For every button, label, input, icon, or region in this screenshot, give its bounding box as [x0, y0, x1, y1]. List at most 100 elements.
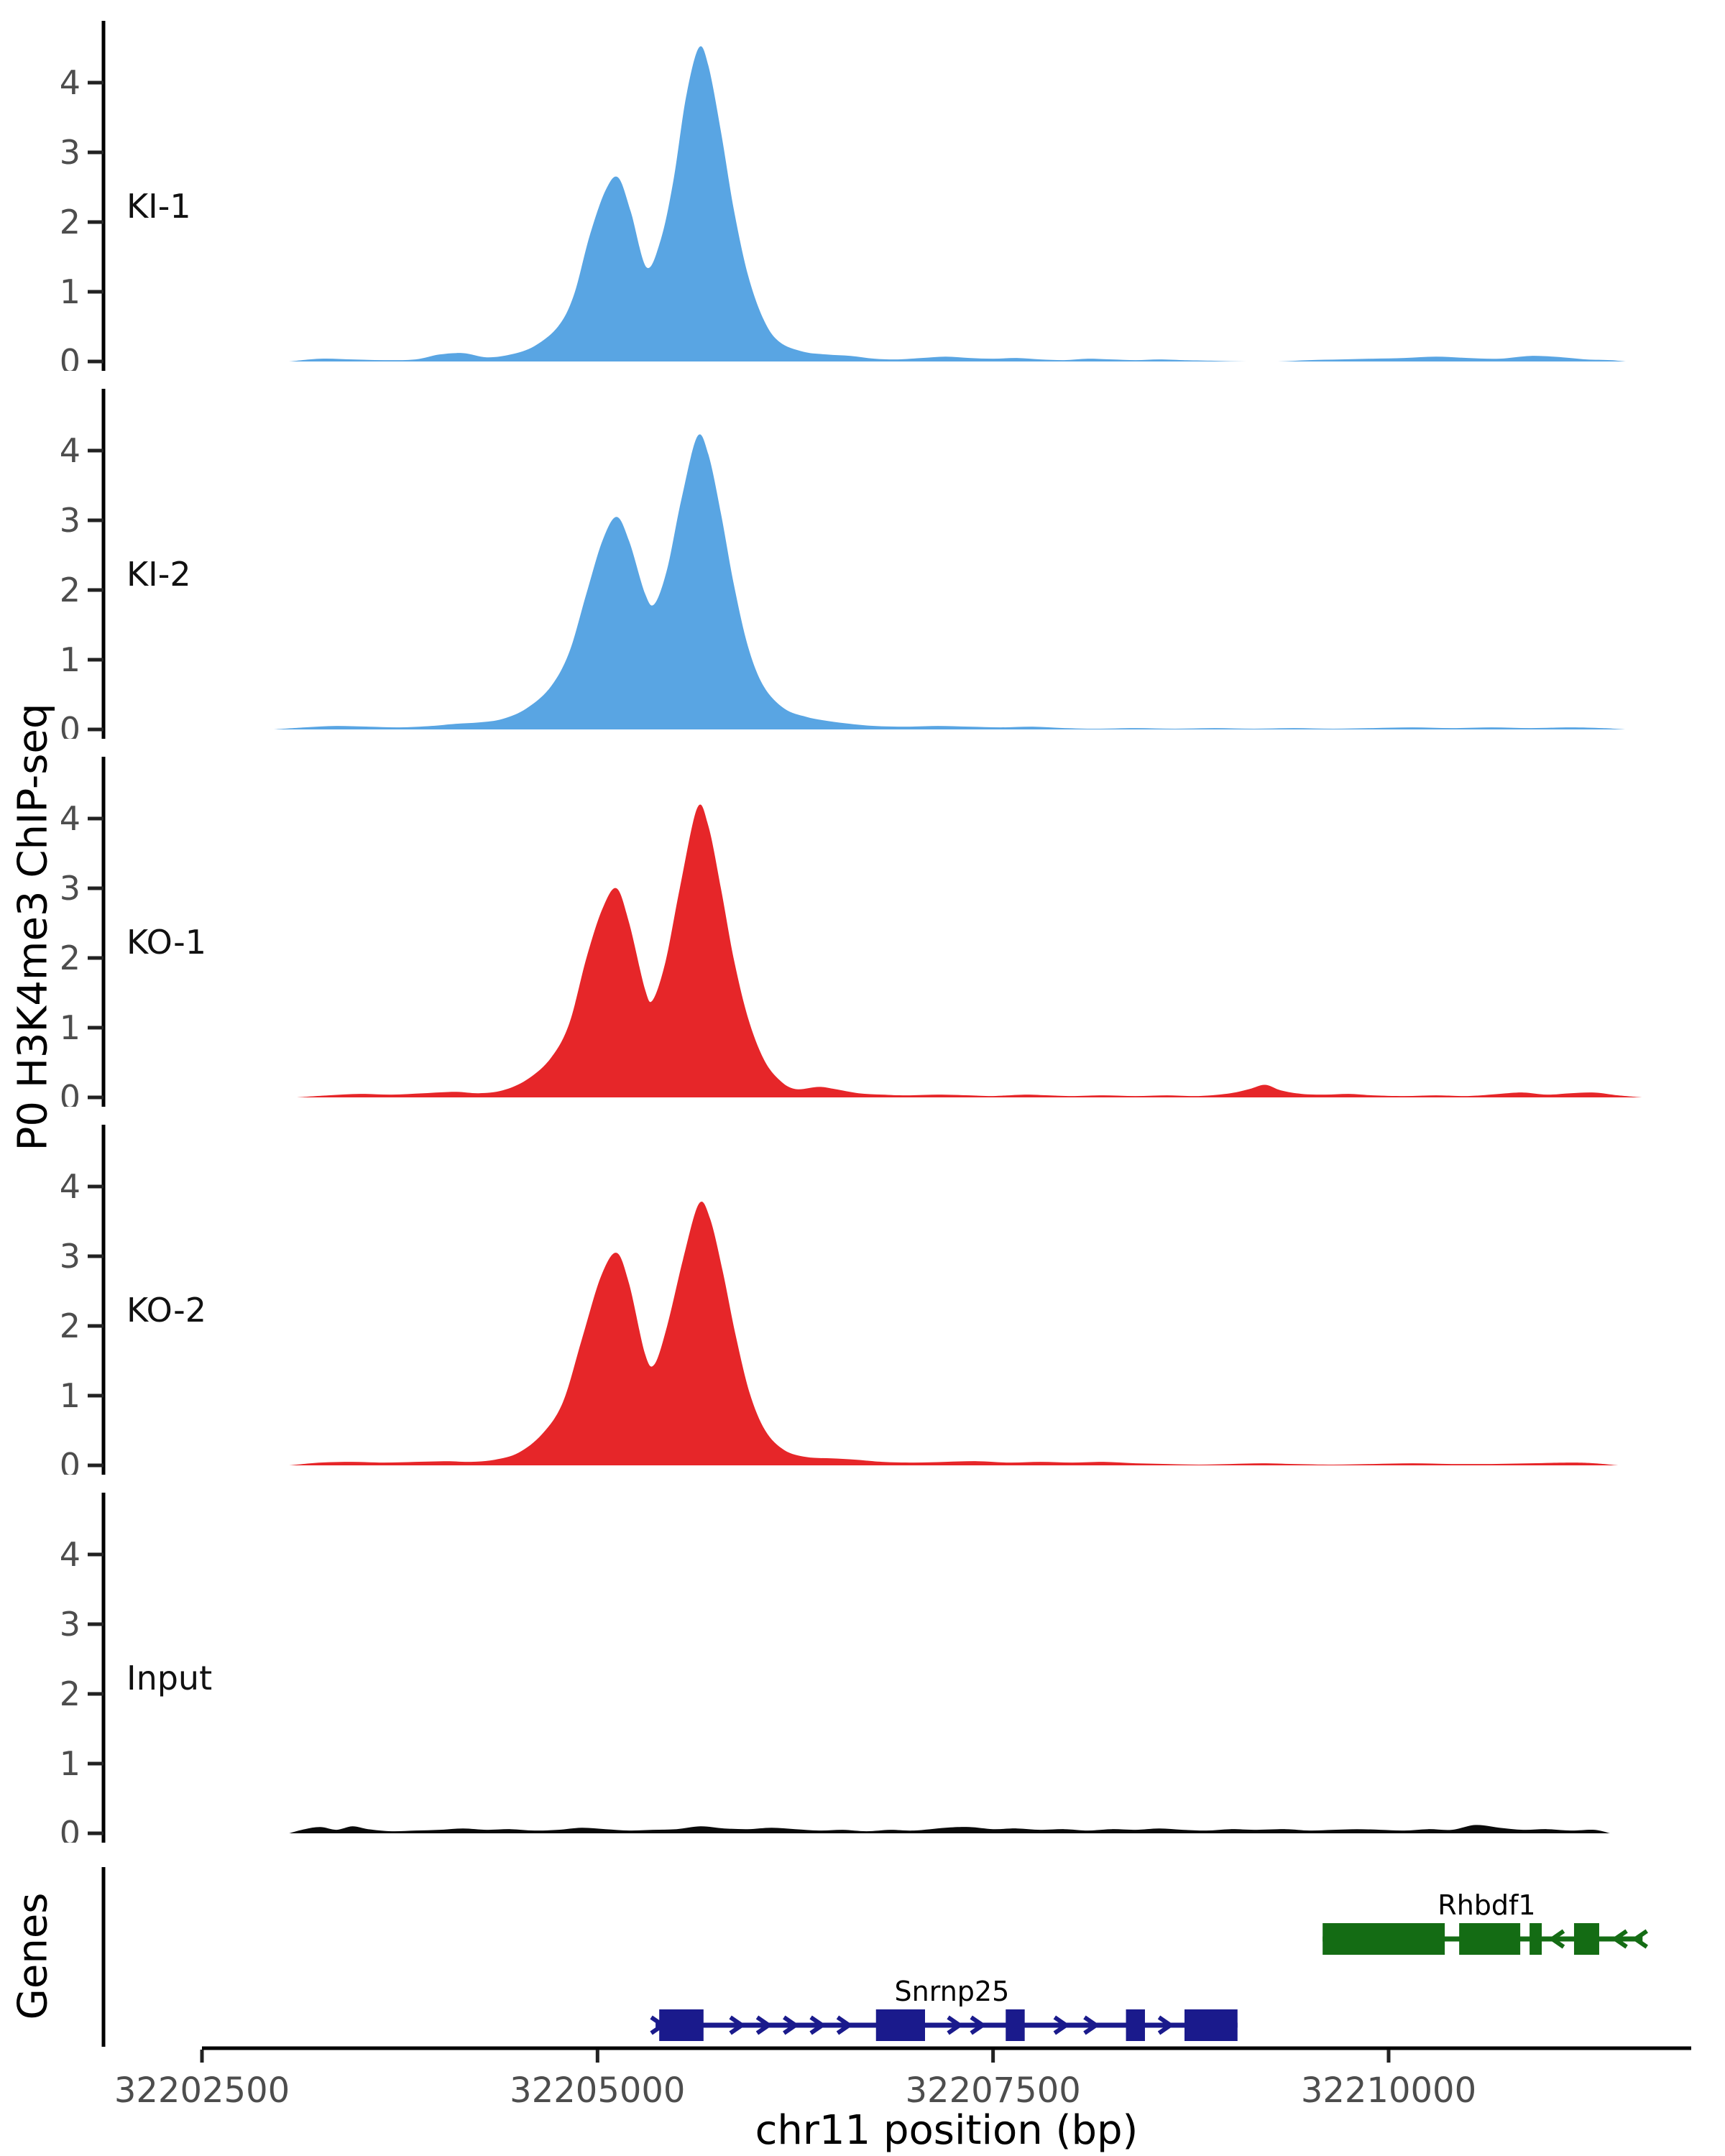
signal-area-KO-2: [289, 1202, 1619, 1465]
x-axis-line: [202, 2046, 1691, 2050]
y-tick-mark: [88, 1254, 104, 1258]
y-tick-label: 3: [60, 869, 80, 908]
signal-area-Input: [289, 1825, 1611, 1833]
y-tick-mark: [88, 588, 104, 592]
y-tick-mark: [88, 1095, 104, 1100]
y-tick-label: 1: [60, 640, 80, 679]
y-tick-mark: [88, 956, 104, 960]
y-tick-label: 0: [60, 1078, 80, 1107]
y-tick-mark: [88, 150, 104, 155]
y-tick-mark: [88, 359, 104, 364]
x-tick-mark: [1386, 2050, 1391, 2063]
exon-box: [1126, 2009, 1145, 2041]
exon-box: [1006, 2009, 1025, 2041]
gene-model-Rhbdf1: Rhbdf1: [1322, 1889, 1648, 1955]
strand-arrow-icon: [1631, 1929, 1648, 1949]
y-tick-label: 2: [60, 571, 80, 609]
strand-arrow-icon: [729, 2015, 746, 2035]
track-label: KO-2: [126, 1291, 206, 1330]
y-tick-label: 2: [60, 203, 80, 241]
strand-arrow-icon: [809, 2015, 827, 2035]
y-tick-mark: [88, 448, 104, 453]
y-tick-mark: [88, 1184, 104, 1189]
strand-arrow-icon: [1548, 1929, 1565, 1949]
y-tick-mark: [88, 727, 104, 732]
strand-arrow-icon: [1157, 2015, 1174, 2035]
strand-arrow-icon: [970, 2015, 987, 2035]
track-Input: 0 1 2 3 4 Input: [60, 1493, 1611, 1843]
y-axis-line: [101, 1125, 106, 1475]
x-tick-label: 32205000: [510, 2070, 685, 2111]
y-tick-mark: [88, 1026, 104, 1030]
y-tick-label: 0: [60, 710, 80, 739]
x-tick-mark: [991, 2050, 995, 2063]
track-KI-1: 0 1 2 3 4 KI-1: [60, 21, 1627, 371]
y-tick-mark: [88, 1552, 104, 1557]
gene-label: Rhbdf1: [1438, 1889, 1535, 1921]
y-tick-mark: [88, 886, 104, 890]
y-tick-label: 1: [60, 272, 80, 311]
exon-box: [1530, 1923, 1542, 1955]
y-tick-label: 1: [60, 1376, 80, 1415]
genes-axis-line: [101, 1867, 106, 2047]
track-KO-1: 0 1 2 3 4 KO-1: [60, 757, 1642, 1107]
y-tick-mark: [88, 80, 104, 85]
y-tick-label: 2: [60, 939, 80, 977]
y-tick-label: 3: [60, 501, 80, 540]
y-tick-label: 2: [60, 1307, 80, 1345]
y-tick-label: 1: [60, 1008, 80, 1047]
gene-line: [656, 2022, 1238, 2028]
exon-box: [659, 2009, 704, 2041]
y-tick-label: 3: [60, 1605, 80, 1644]
gene-model-Snrnp25: Snrnp25: [650, 1976, 1238, 2041]
genes-and-xaxis-panel: Rhbdf1 Snrnp25 32202500 32205000 32207500 322…: [101, 1867, 1691, 2111]
strand-arrow-icon: [1083, 2015, 1100, 2035]
y-tick-label: 0: [60, 1814, 80, 1843]
y-tick-mark: [88, 1324, 104, 1328]
track-label: KI-2: [126, 555, 191, 594]
y-tick-mark: [88, 1393, 104, 1398]
strand-arrow-icon: [755, 2015, 773, 2035]
y-tick-mark: [88, 518, 104, 522]
y-tick-mark: [88, 1831, 104, 1835]
strand-arrow-icon: [1611, 1929, 1628, 1949]
y-axis-line: [101, 1493, 106, 1843]
signal-area-KI-1: [289, 46, 1627, 361]
y-tick-mark: [88, 1692, 104, 1696]
x-axis-title: chr11 position (bp): [755, 2107, 1138, 2154]
y-tick-mark: [88, 290, 104, 294]
y-tick-label: 2: [60, 1674, 80, 1713]
y-axis-line: [101, 389, 106, 739]
exon-box: [1459, 1923, 1521, 1955]
x-tick-mark: [200, 2050, 204, 2063]
x-tick-mark: [595, 2050, 599, 2063]
y-axis-line: [101, 21, 106, 371]
y-tick-label: 0: [60, 342, 80, 371]
y-tick-label: 4: [60, 1535, 80, 1574]
strand-arrow-icon: [947, 2015, 964, 2035]
y-tick-mark: [88, 1761, 104, 1766]
y-axis-line: [101, 757, 106, 1107]
x-tick-label: 32202500: [114, 2070, 290, 2111]
exon-box: [1322, 1923, 1445, 1955]
signal-area-KO-1: [297, 804, 1642, 1097]
y-tick-label: 3: [60, 1237, 80, 1276]
x-tick-label: 32210000: [1301, 2070, 1476, 2111]
y-tick-label: 3: [60, 133, 80, 172]
y-tick-label: 4: [60, 63, 80, 102]
y-tick-mark: [88, 658, 104, 662]
y-tick-label: 1: [60, 1744, 80, 1783]
y-tick-label: 0: [60, 1446, 80, 1475]
gene-label: Snrnp25: [895, 1976, 1010, 2007]
exon-box: [1184, 2009, 1238, 2041]
track-label: KI-1: [126, 187, 191, 226]
exon-box: [875, 2009, 925, 2041]
y-tick-label: 4: [60, 799, 80, 838]
x-tick-label: 32207500: [905, 2070, 1080, 2111]
signal-area-KI-2: [273, 434, 1627, 729]
track-label: KO-1: [126, 923, 206, 962]
y-tick-mark: [88, 1622, 104, 1626]
y-tick-mark: [88, 220, 104, 224]
track-label: Input: [126, 1659, 212, 1697]
